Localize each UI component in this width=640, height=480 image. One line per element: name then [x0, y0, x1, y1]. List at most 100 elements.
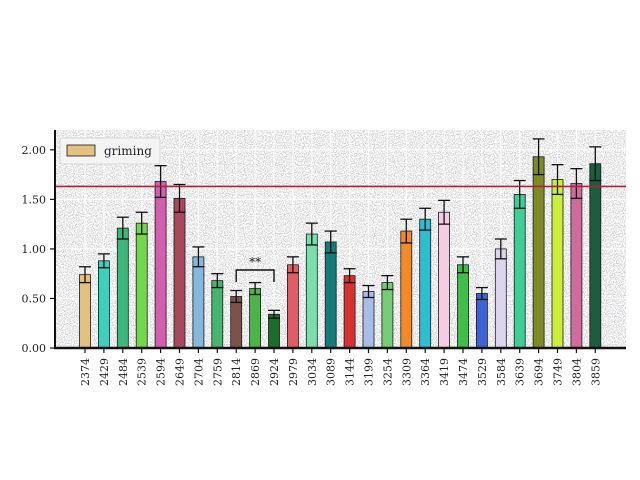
error-bar-2429: [97, 253, 110, 269]
legend-label: griming: [104, 144, 152, 158]
bar-2979: [286, 264, 299, 349]
y-axis-ticks: 0.00 0.50 1.00 1.50 2.00: [22, 144, 55, 355]
error-bar-2704: [192, 246, 205, 268]
significance-annotation: **: [235, 255, 275, 282]
x-tick-label: 3199: [363, 358, 376, 386]
error-bar-2869: [249, 281, 262, 296]
error-bar-2374: [79, 266, 91, 284]
bar-3309: [400, 230, 413, 349]
bar-3529: [475, 293, 488, 349]
error-bar-3034: [305, 222, 318, 246]
x-tick-label: 2429: [98, 358, 111, 386]
error-bar-3859: [589, 146, 602, 182]
bar-3474: [457, 264, 469, 349]
x-tick-label: 2814: [230, 358, 243, 386]
error-bar-3804: [570, 167, 583, 200]
error-bar-3364: [419, 207, 432, 231]
x-tick-label: 2759: [211, 358, 224, 386]
bar-3254: [381, 282, 394, 349]
bar-2869: [249, 288, 262, 349]
x-tick-label: 2594: [155, 358, 168, 386]
bar-2484: [116, 227, 129, 349]
error-bar-3144: [343, 268, 356, 284]
error-bar-3474: [457, 256, 469, 274]
significance-label: **: [249, 255, 261, 269]
plot-texture: [55, 130, 626, 348]
bar-3584: [494, 248, 507, 349]
bar-3089: [324, 241, 337, 349]
error-bar-3749: [551, 164, 564, 196]
error-bar-3089: [324, 230, 337, 254]
error-bar-2484: [116, 216, 129, 240]
x-tick-label: 3309: [400, 358, 413, 386]
bar-2539: [135, 222, 148, 349]
error-bar-3254: [381, 275, 394, 291]
x-tick-label: 3419: [438, 358, 451, 386]
error-bar-2649: [173, 183, 186, 213]
bar-3034: [305, 233, 318, 349]
x-tick-label: 3144: [344, 358, 357, 386]
bar-2924: [268, 313, 280, 349]
bar-2759: [211, 280, 224, 349]
bar-3804: [570, 183, 583, 349]
error-bar-3419: [438, 199, 451, 225]
y-tick-label: 0.00: [22, 342, 47, 355]
x-tick-label: 3749: [552, 358, 565, 386]
bar-3749: [551, 179, 564, 349]
y-tick-label: 1.00: [22, 243, 47, 256]
error-bars: [79, 138, 602, 319]
x-tick-label: 3804: [570, 358, 583, 386]
error-bar-3529: [475, 286, 488, 301]
y-tick-label: 1.50: [22, 193, 47, 206]
error-bar-3309: [400, 218, 413, 244]
x-tick-label: 2374: [79, 358, 92, 386]
x-tick-label: 3694: [533, 358, 546, 386]
x-tick-label: 2484: [117, 358, 130, 386]
bar-3364: [419, 218, 432, 349]
x-tick-label: 3034: [306, 358, 319, 386]
error-bar-2924: [268, 309, 280, 319]
significance-bracket: [235, 269, 275, 282]
bar-2814: [230, 296, 243, 349]
error-bar-3584: [494, 238, 507, 260]
bar-3639: [513, 194, 526, 349]
y-tick-label: 2.00: [22, 144, 47, 157]
bar-2649: [173, 197, 186, 349]
axes: [54, 130, 626, 350]
x-tick-label: 2539: [136, 358, 149, 386]
x-tick-label: 3364: [419, 358, 432, 386]
x-tick-label: 2704: [192, 358, 205, 386]
bar-2594: [154, 181, 167, 349]
error-bar-2814: [230, 289, 243, 304]
error-bar-2979: [286, 256, 299, 274]
bar-3859: [589, 163, 602, 349]
bar-2429: [98, 260, 110, 349]
bar-3199: [362, 291, 375, 349]
error-bar-3694: [532, 138, 545, 176]
bar-2374: [79, 274, 91, 349]
legend-swatch: [66, 144, 96, 157]
y-tick-label: 0.50: [22, 292, 47, 305]
x-tick-label: 3254: [381, 358, 394, 386]
bar-2704: [192, 256, 205, 349]
legend-box: [59, 137, 161, 165]
x-tick-label: 2869: [249, 358, 262, 386]
x-tick-label: 2979: [287, 358, 300, 386]
bar-3144: [343, 275, 356, 349]
bars: [79, 156, 602, 349]
bar-3694: [532, 156, 545, 349]
bar-3419: [438, 211, 451, 349]
error-bar-2594: [154, 165, 167, 199]
error-bar-3639: [513, 179, 526, 209]
error-bar-3199: [362, 284, 375, 299]
legend: griming: [59, 137, 161, 165]
x-tick-label: 2924: [268, 358, 281, 386]
x-tick-label: 3474: [457, 358, 470, 386]
x-tick-label: 2649: [174, 358, 187, 386]
x-tick-label: 3529: [476, 358, 489, 386]
error-bar-2759: [211, 273, 224, 289]
x-tick-label: 3639: [514, 358, 527, 386]
x-tick-label: 3584: [495, 358, 508, 386]
x-tick-label: 3089: [325, 358, 338, 386]
